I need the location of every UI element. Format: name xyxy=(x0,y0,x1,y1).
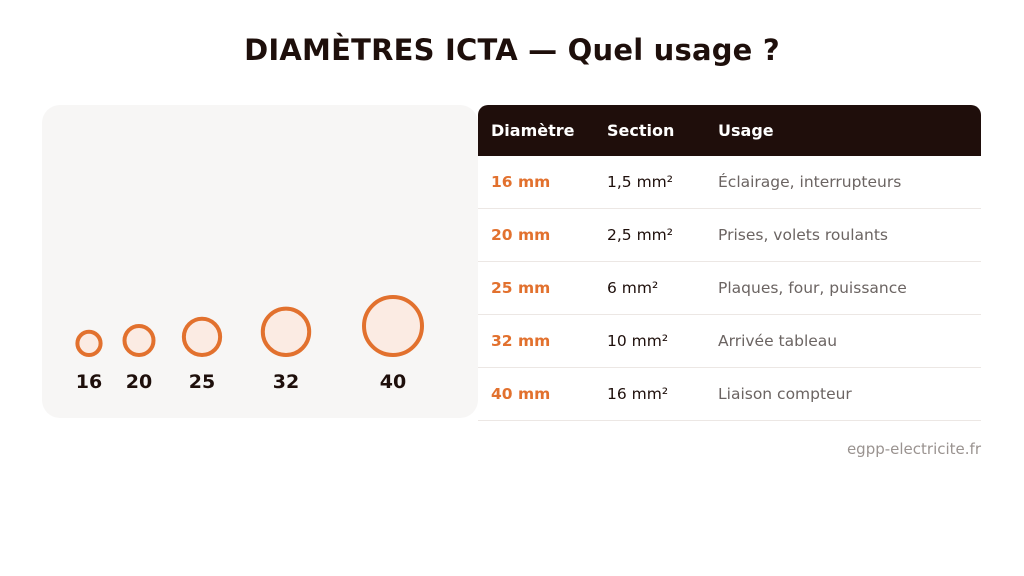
usage-cell: Éclairage, interrupteurs xyxy=(718,173,902,191)
section-cell: 6 mm² xyxy=(607,279,659,297)
conduit-circle-32 xyxy=(260,306,312,358)
table-row: 32 mm 10 mm² Arrivée tableau xyxy=(478,315,981,368)
conduit-diameter-illustration: 16 20 25 32 40 xyxy=(75,295,424,393)
conduit-label-16: 16 xyxy=(76,371,102,393)
conduit-circle-25 xyxy=(181,316,223,357)
conduit-circle-16 xyxy=(75,329,103,357)
conduit-label-25: 25 xyxy=(189,371,215,393)
table-row: 40 mm 16 mm² Liaison compteur xyxy=(478,368,981,421)
source-credit: egpp-electricite.fr xyxy=(846,440,981,458)
diametre-cell: 16 mm xyxy=(491,173,551,191)
section-cell: 2,5 mm² xyxy=(607,226,673,244)
header-diametre: Diamètre xyxy=(491,121,575,140)
diametre-cell: 25 mm xyxy=(491,279,551,297)
usage-cell: Liaison compteur xyxy=(718,385,852,403)
page-title: DIAMÈTRES ICTA — Quel usage ? xyxy=(244,33,780,67)
section-cell: 10 mm² xyxy=(607,332,669,350)
usage-table: Diamètre Section Usage 16 mm 1,5 mm² Écl… xyxy=(478,105,981,421)
usage-cell: Plaques, four, puissance xyxy=(718,279,907,297)
section-cell: 1,5 mm² xyxy=(607,173,673,191)
conduit-label-20: 20 xyxy=(126,371,152,393)
circles-panel: 16 20 25 32 40 xyxy=(42,105,478,418)
table-header: Diamètre Section Usage xyxy=(478,105,981,156)
header-usage: Usage xyxy=(718,121,774,140)
header-section: Section xyxy=(607,121,675,140)
conduit-circle-40 xyxy=(362,295,424,357)
table-row: 25 mm 6 mm² Plaques, four, puissance xyxy=(478,262,981,315)
table-row: 16 mm 1,5 mm² Éclairage, interrupteurs xyxy=(478,156,981,209)
usage-cell: Prises, volets roulants xyxy=(718,226,888,244)
conduit-label-32: 32 xyxy=(273,371,299,393)
conduit-label-40: 40 xyxy=(380,371,406,393)
conduit-circle-20 xyxy=(122,324,156,357)
diametre-cell: 32 mm xyxy=(491,332,551,350)
table-row: 20 mm 2,5 mm² Prises, volets roulants xyxy=(478,209,981,262)
diametre-cell: 20 mm xyxy=(491,226,551,244)
usage-cell: Arrivée tableau xyxy=(718,332,838,350)
section-cell: 16 mm² xyxy=(607,385,669,403)
diametre-cell: 40 mm xyxy=(491,385,551,403)
